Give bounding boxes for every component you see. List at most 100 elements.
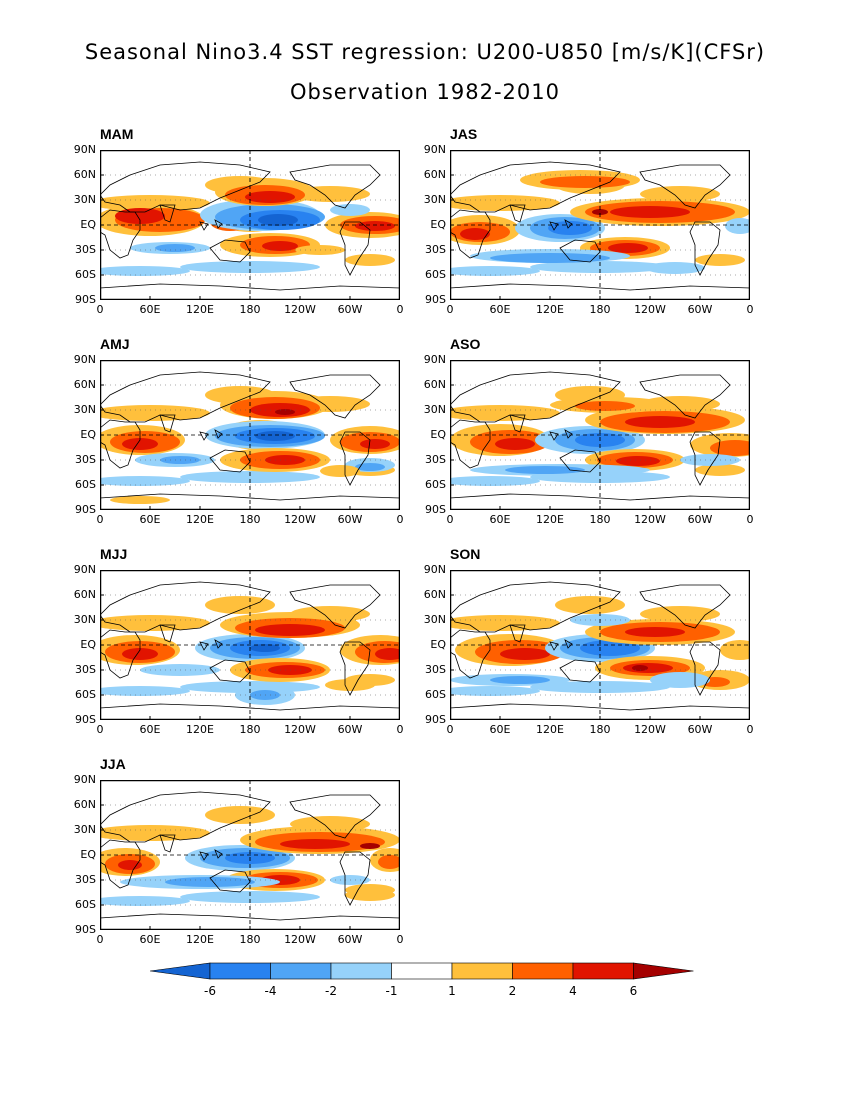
map-plot-area (100, 570, 400, 720)
contour-region (505, 466, 585, 474)
latitude-tick-label: 90S (425, 293, 446, 306)
coastline (450, 419, 491, 469)
coastline (214, 429, 223, 439)
coastline (689, 221, 721, 276)
map-plot-area (450, 570, 750, 720)
contour-region (610, 206, 690, 218)
contour-region (450, 266, 540, 276)
coastline (559, 449, 601, 473)
coastline (509, 414, 526, 433)
contour-region (710, 440, 750, 456)
contour-region (490, 676, 550, 684)
contour-region (180, 471, 320, 483)
longitude-tick-label: 120E (536, 513, 564, 526)
contour-region (205, 596, 275, 614)
coastline (209, 239, 251, 263)
panel-label: MAM (100, 126, 134, 142)
coastline (100, 581, 271, 633)
contour-region (530, 261, 670, 273)
contour-region (450, 615, 560, 631)
contour-region (280, 839, 350, 849)
longitude-tick-label: 60W (337, 303, 363, 316)
latitude-tick-label: 60S (75, 898, 96, 911)
longitude-tick-label: 120W (634, 513, 666, 526)
contour-region (720, 640, 750, 660)
coastline (199, 851, 209, 861)
coastline (450, 703, 750, 711)
latitude-tick-label: 60N (423, 588, 446, 601)
contour-region (500, 648, 550, 660)
coastline (689, 431, 721, 486)
coastline (509, 204, 526, 223)
subtitle: Observation 1982-2010 (289, 80, 561, 104)
coastline (100, 791, 271, 843)
contour-region (100, 686, 190, 696)
longitude-tick-label: 120E (186, 933, 214, 946)
coastline (339, 221, 371, 276)
longitude-tick-label: 0 (96, 513, 104, 526)
coastline (100, 629, 141, 679)
latitude-tick-label: 30N (73, 823, 96, 836)
coastline (549, 641, 559, 651)
longitude-tick-label: 60E (489, 303, 511, 316)
longitude-tick-label: 60E (489, 513, 511, 526)
latitude-tick-label: 30N (423, 613, 446, 626)
coastline (450, 209, 491, 259)
contour-region (355, 221, 395, 231)
contour-region (360, 843, 380, 849)
panel-label: JAS (450, 126, 478, 142)
latitude-tick-label: 60N (73, 378, 96, 391)
colorbar-tick-label: -4 (264, 984, 277, 998)
latitude-tick-label: EQ (430, 638, 446, 651)
contour-region (450, 405, 560, 421)
longitude-tick-label: 0 (96, 723, 104, 736)
longitude-tick-label: 0 (96, 933, 104, 946)
coastline (289, 584, 381, 629)
map-plot-area (450, 360, 750, 510)
coastline (639, 584, 731, 629)
coastline (564, 639, 573, 649)
coastline (209, 449, 251, 473)
latitude-tick-label: EQ (80, 218, 96, 231)
longitude-tick-label: 120E (536, 303, 564, 316)
shaded-contours (100, 176, 400, 276)
latitude-tick-label: 90S (425, 713, 446, 726)
contour-region (575, 401, 635, 411)
latitude-tick-label: 30S (75, 873, 96, 886)
coastline (509, 624, 526, 643)
coastline (159, 834, 176, 853)
coastline (450, 371, 621, 423)
contour-region (450, 686, 540, 696)
contour-region (100, 405, 210, 421)
coastline (559, 659, 601, 683)
contour-region (695, 254, 745, 266)
latitude-tick-label: 60S (75, 478, 96, 491)
contour-region (100, 825, 210, 841)
latitude-tick-label: 60S (75, 688, 96, 701)
latitude-tick-label: 90N (73, 773, 96, 786)
latitude-tick-label: 30N (73, 613, 96, 626)
coastline (209, 869, 251, 893)
coastline (100, 419, 141, 469)
longitude-tick-label: 120E (186, 303, 214, 316)
contour-region (625, 416, 695, 428)
contour-region (640, 606, 720, 622)
latitude-tick-label: 90S (425, 503, 446, 516)
latitude-tick-label: 60N (423, 378, 446, 391)
contour-region (155, 244, 195, 252)
longitude-tick-label: 0 (396, 933, 404, 946)
coastline (450, 161, 621, 213)
longitude-tick-label: 180 (239, 933, 261, 946)
colorbar-segment (572, 962, 634, 980)
contour-region (255, 624, 325, 636)
colorbar-segment (451, 962, 513, 980)
latitude-tick-label: EQ (430, 218, 446, 231)
longitude-tick-label: 60W (337, 933, 363, 946)
shaded-contours (450, 596, 750, 696)
contour-region (320, 465, 360, 477)
contour-region (325, 679, 375, 691)
contour-region (100, 615, 210, 631)
longitude-tick-label: 180 (589, 303, 611, 316)
coastline (289, 164, 381, 209)
coastline (100, 839, 141, 889)
